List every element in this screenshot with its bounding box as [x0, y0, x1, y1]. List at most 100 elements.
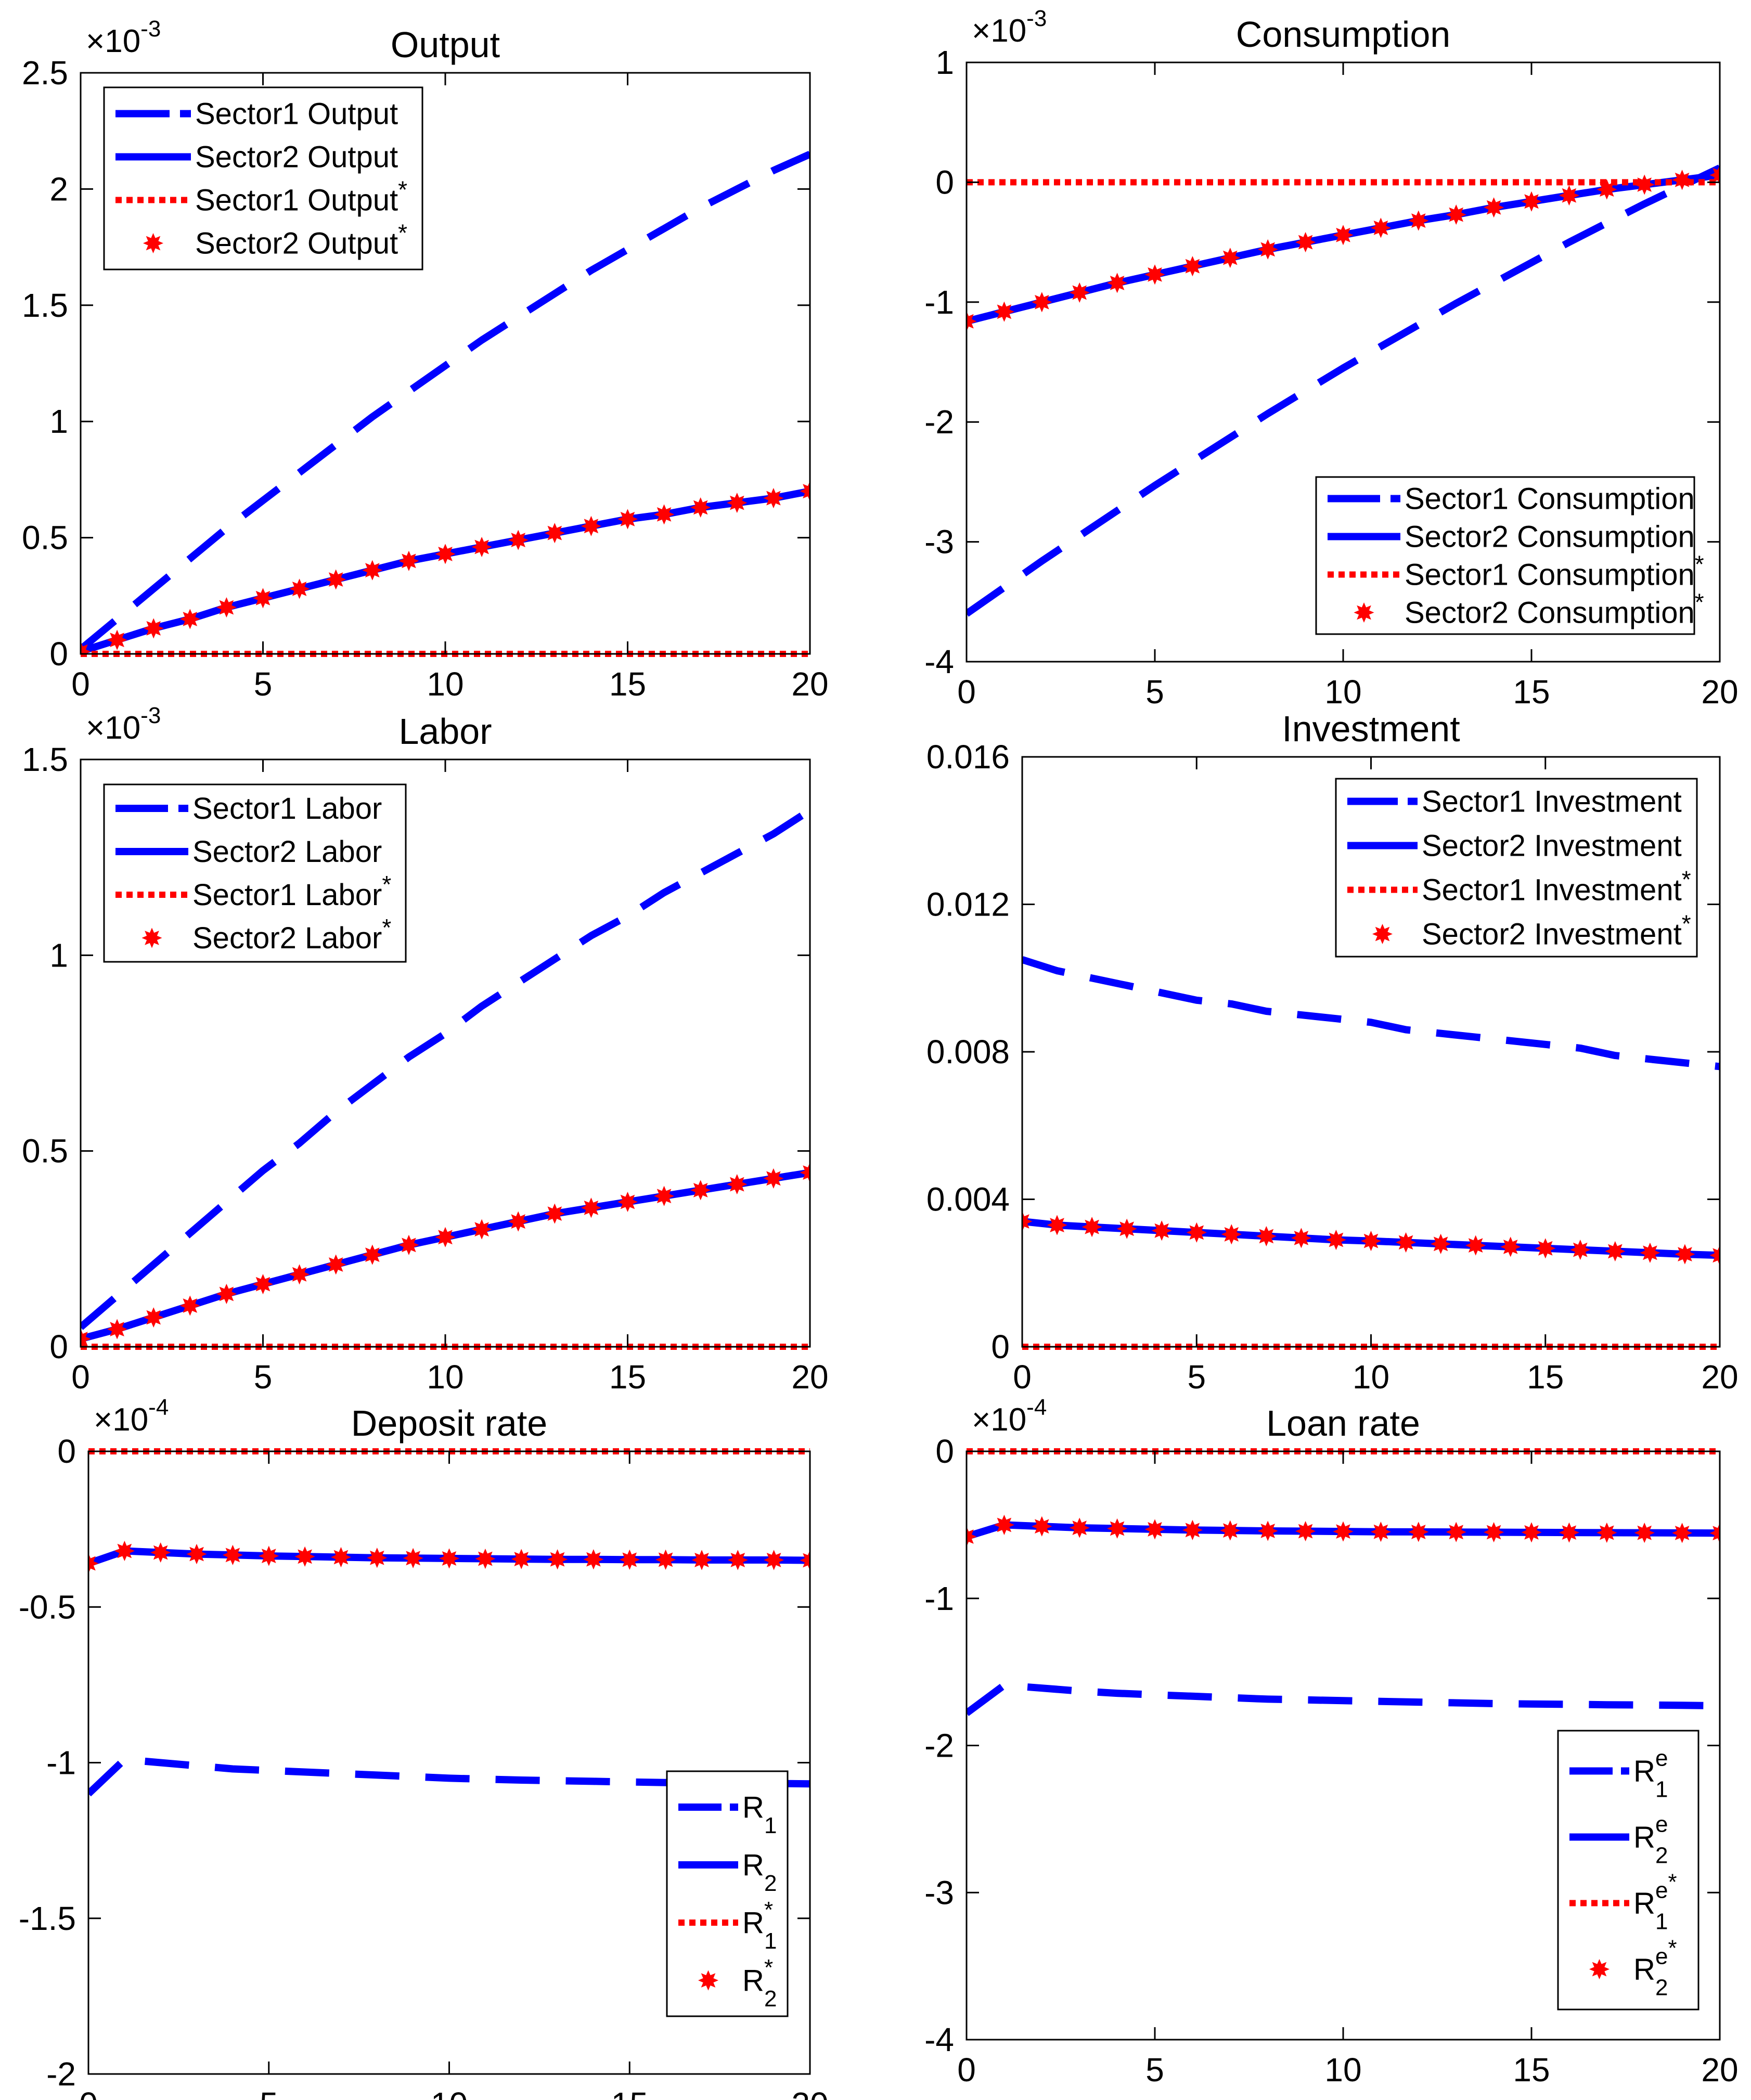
data-point [654, 1186, 675, 1206]
data-point [1408, 210, 1429, 231]
y-tick-label: 1 [935, 44, 954, 81]
chart-title: Consumption [1236, 14, 1450, 55]
legend-box [103, 783, 407, 963]
data-point [690, 497, 711, 518]
chart-title: Output [391, 24, 500, 65]
data-point [1521, 191, 1542, 212]
legend-item: Sector1 Output [115, 97, 398, 131]
legend-label: R* 1 [742, 1897, 777, 1954]
legend-label-sup: * [382, 871, 391, 898]
chart-title: Investment [1282, 708, 1460, 749]
chart-title: Loan rate [1266, 1403, 1420, 1444]
data-point [617, 509, 638, 530]
data-point [216, 1283, 237, 1304]
chart-title: Deposit rate [351, 1403, 547, 1444]
x-tick-label: 20 [791, 2085, 828, 2100]
legend-label-base: Sector1 Output [195, 97, 398, 131]
legend-label: Sector1 Consumption* [1405, 551, 1704, 592]
legend-item: Sector1 Consumption [1328, 482, 1695, 516]
legend-label-base: R [742, 1906, 764, 1940]
data-point [654, 504, 675, 525]
series-line-dashed [967, 1681, 1720, 1716]
data-point [619, 1549, 640, 1570]
legend-item: Re* 2 [1589, 1936, 1677, 2001]
legend-label-sup: * [1682, 910, 1691, 937]
legend-label-base: Sector1 Labor [192, 878, 382, 912]
legend-label-sup: * [764, 1897, 773, 1923]
series-markers [81, 481, 810, 657]
legend-marker [1354, 602, 1374, 623]
legend-marker [141, 927, 162, 948]
data-point [583, 1549, 604, 1570]
legend-item: Sector1 Investment* [1347, 866, 1691, 907]
legend-label-base: R [1633, 1887, 1655, 1921]
data-point [544, 1203, 565, 1224]
series-line-dashed [81, 151, 810, 652]
legend-label-sub: 2 [1655, 1975, 1668, 2001]
data-point [1116, 1218, 1137, 1239]
legend-label-base: R [742, 1790, 764, 1824]
legend-label: Re 1 [1633, 1746, 1668, 1802]
data-point [1325, 1229, 1346, 1251]
legend-label: Re* 2 [1633, 1936, 1677, 2001]
x-tick-label: 5 [254, 665, 273, 703]
legend-item: Re 1 [1569, 1746, 1668, 1802]
data-point [367, 1548, 388, 1568]
data-point [143, 618, 164, 639]
data-point [994, 301, 1014, 322]
y-tick-label: 0 [935, 163, 954, 201]
legend-label-base: Sector1 Investment [1422, 785, 1682, 819]
legend-item: Sector1 Labor [115, 792, 382, 826]
data-point [800, 481, 810, 501]
legend-label-base: R [1633, 1821, 1655, 1854]
data-point [471, 536, 492, 558]
legend-label-sub: 1 [1655, 1909, 1668, 1935]
y-tick-label: 0.016 [926, 738, 1010, 776]
data-point [114, 1540, 135, 1562]
data-point [967, 311, 977, 332]
legend-label-sub: 1 [764, 1928, 777, 1954]
x-tick-label: 20 [791, 665, 828, 703]
data-point [1605, 1241, 1626, 1261]
y-tick-label: -2 [924, 1727, 954, 1764]
legend-label: Sector2 Investment [1422, 829, 1682, 863]
chart-consumption: 0 5 10 15 20-4-3-2-101Consumption×10-3Sector… [924, 6, 1739, 711]
data-point [1672, 1523, 1693, 1543]
data-point [1675, 1244, 1695, 1265]
data-point [475, 1548, 496, 1569]
legend-label-base: Sector2 Investment [1422, 918, 1682, 951]
legend-item: Sector1 Labor* [115, 871, 391, 912]
x-tick-label: 5 [1187, 1358, 1206, 1396]
data-point [1333, 1521, 1354, 1542]
x-tick-label: 5 [260, 2085, 278, 2100]
x-tick-label: 15 [609, 1358, 646, 1396]
x-tick-label: 10 [427, 665, 464, 703]
y-tick-label: 1.5 [22, 741, 68, 778]
data-point [1709, 165, 1720, 186]
legend-label-base: Sector1 Consumption [1405, 558, 1695, 592]
legend-label-base: Sector2 Investment [1422, 829, 1682, 863]
data-point [727, 493, 748, 513]
data-point [289, 578, 310, 599]
y-tick-label: 0 [49, 1328, 68, 1365]
y-tick-label: -1.5 [19, 1900, 76, 1937]
legend-box [666, 1770, 789, 2017]
data-point [326, 1254, 346, 1275]
data-point [1257, 239, 1278, 260]
legend-marker [1372, 923, 1393, 945]
legend-label-base: Sector2 Consumption [1405, 520, 1695, 554]
axis-exponent-power: -4 [1026, 1395, 1047, 1420]
data-point [1032, 292, 1052, 313]
legend-item: Sector2 Investment* [1372, 910, 1691, 951]
legend-label-sup: * [398, 220, 407, 247]
legend-item: Sector2 Labor [115, 835, 382, 869]
x-tick-label: 0 [957, 2051, 976, 2089]
x-tick-label: 15 [1527, 1358, 1564, 1396]
x-tick-label: 10 [431, 2085, 468, 2100]
data-point [1370, 1522, 1391, 1542]
data-point [1500, 1236, 1521, 1257]
